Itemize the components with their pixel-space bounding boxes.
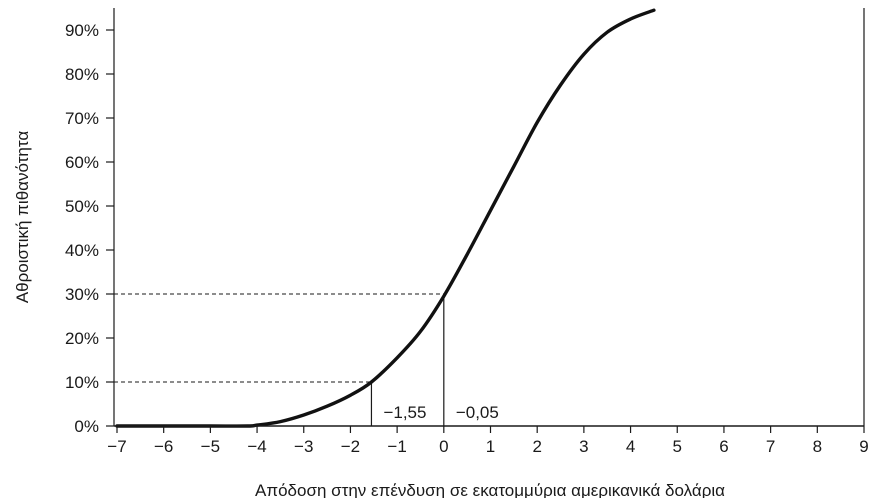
- x-tick-label: −2: [341, 437, 360, 456]
- x-tick-label: −3: [294, 437, 313, 456]
- y-tick-label: 80%: [65, 65, 99, 84]
- y-axis-label: Αθροιστική πιθανότητα: [13, 131, 32, 304]
- x-tick-label: 4: [626, 437, 635, 456]
- reference-lines: [114, 293, 445, 426]
- y-tick-label: 70%: [65, 109, 99, 128]
- x-tick-label: 1: [486, 437, 495, 456]
- annotations: −1,55 −0,05: [383, 403, 498, 422]
- cumulative-curve-line: [115, 8, 656, 428]
- x-tick-label: 3: [579, 437, 588, 456]
- x-tick-label: 5: [673, 437, 682, 456]
- y-tick-label: 50%: [65, 197, 99, 216]
- x-tick-label: 0: [439, 437, 448, 456]
- curve-layer: [115, 8, 656, 428]
- y-tick-label: 60%: [65, 153, 99, 172]
- y-tick-label: 0%: [74, 417, 99, 436]
- x-tick-label: 9: [859, 437, 868, 456]
- axes: [113, 8, 865, 427]
- x-tick-label: 7: [766, 437, 775, 456]
- y-tick-label: 20%: [65, 329, 99, 348]
- x-tick-label: 2: [532, 437, 541, 456]
- value-annotation: −1,55: [383, 403, 426, 422]
- y-tick-label: 10%: [65, 373, 99, 392]
- x-tick-label: −7: [107, 437, 126, 456]
- x-tick-label: 8: [813, 437, 822, 456]
- x-tick-label: −6: [154, 437, 173, 456]
- y-tick-label: 40%: [65, 241, 99, 260]
- x-axis-label: Απόδοση στην επένδυση σε εκατομμύρια αμε…: [255, 481, 725, 498]
- x-tick-label: 6: [719, 437, 728, 456]
- x-ticks: −7 −6 −5 −4 −3 −2 −1 0 1 2 3 4 5 6 7 8 9: [107, 426, 869, 456]
- x-tick-label: −1: [387, 437, 406, 456]
- x-tick-label: −5: [201, 437, 220, 456]
- y-tick-label: 30%: [65, 285, 99, 304]
- x-tick-label: −4: [247, 437, 266, 456]
- y-tick-label: 90%: [65, 21, 99, 40]
- y-ticks: 0% 10% 20% 30% 40% 50% 60% 70% 80% 90%: [65, 21, 114, 436]
- value-annotation: −0,05: [456, 403, 499, 422]
